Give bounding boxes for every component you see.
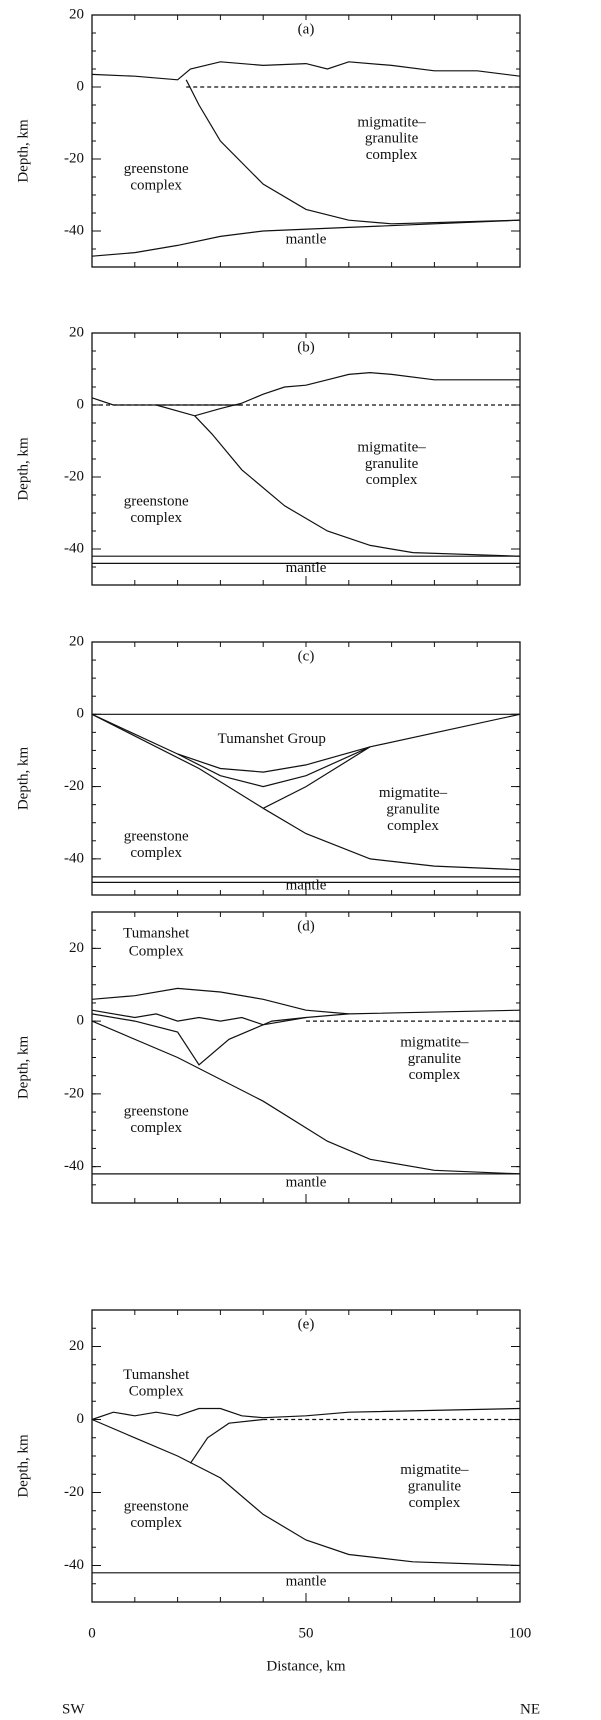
boundary-line bbox=[186, 80, 520, 224]
region-label: complex bbox=[409, 1067, 461, 1083]
panel-label: (c) bbox=[298, 648, 315, 664]
x-tick-label: 0 bbox=[88, 1625, 96, 1641]
y-tick-label: -40 bbox=[64, 222, 84, 238]
x-tick-label: 100 bbox=[509, 1625, 532, 1641]
boundary-line bbox=[92, 714, 370, 808]
boundary-line bbox=[92, 1409, 520, 1420]
region-label: greenstone bbox=[124, 494, 189, 510]
region-label: greenstone bbox=[124, 161, 189, 177]
y-tick-label: 20 bbox=[69, 940, 84, 956]
y-tick-label: -20 bbox=[64, 468, 84, 484]
region-label: complex bbox=[130, 510, 182, 526]
ne-label: NE bbox=[520, 1701, 540, 1717]
y-tick-label: 20 bbox=[69, 633, 84, 649]
region-label: Complex bbox=[129, 1384, 184, 1400]
region-label: migmatite– bbox=[357, 440, 426, 456]
y-tick-label: 0 bbox=[77, 1411, 85, 1427]
panel-label: (e) bbox=[298, 1316, 315, 1332]
y-tick-label: 0 bbox=[77, 396, 85, 412]
y-tick-label: -20 bbox=[64, 150, 84, 166]
plot-frame bbox=[92, 1310, 520, 1602]
region-label: granulite bbox=[408, 1051, 462, 1067]
region-label: complex bbox=[366, 472, 418, 488]
y-tick-label: 0 bbox=[77, 78, 85, 94]
region-label: granulite bbox=[365, 131, 419, 147]
y-axis-label: Depth, km bbox=[15, 1036, 31, 1100]
boundary-line bbox=[92, 62, 520, 80]
region-label: Tumanshet bbox=[123, 925, 190, 941]
sw-label: SW bbox=[62, 1701, 85, 1717]
region-label: migmatite– bbox=[400, 1462, 469, 1478]
y-tick-label: -40 bbox=[64, 1557, 84, 1573]
y-tick-label: -20 bbox=[64, 1085, 84, 1101]
y-axis-label: Depth, km bbox=[15, 437, 31, 501]
y-tick-label: -40 bbox=[64, 540, 84, 556]
region-label: migmatite– bbox=[357, 114, 426, 130]
y-tick-label: 0 bbox=[77, 706, 85, 722]
region-label: migmatite– bbox=[379, 785, 448, 801]
region-label: Tumanshet bbox=[123, 1367, 190, 1383]
boundary-line bbox=[190, 1420, 263, 1464]
region-label: complex bbox=[387, 818, 439, 834]
y-tick-label: 0 bbox=[77, 1013, 85, 1029]
y-tick-label: -20 bbox=[64, 778, 84, 794]
y-tick-label: -40 bbox=[64, 1158, 84, 1174]
region-label: complex bbox=[130, 177, 182, 193]
region-label: Tumanshet Group bbox=[218, 731, 326, 747]
boundary-line bbox=[92, 1014, 306, 1065]
y-axis-label: Depth, km bbox=[15, 747, 31, 811]
y-tick-label: 20 bbox=[69, 324, 84, 340]
region-label: greenstone bbox=[124, 1104, 189, 1120]
region-label: mantle bbox=[286, 1573, 327, 1589]
y-tick-label: -20 bbox=[64, 1484, 84, 1500]
boundary-line bbox=[178, 747, 371, 787]
region-label: mantle bbox=[286, 560, 327, 576]
y-axis-label: Depth, km bbox=[15, 119, 31, 183]
region-label: complex bbox=[409, 1495, 461, 1511]
region-label: complex bbox=[130, 1515, 182, 1531]
y-tick-label: -40 bbox=[64, 850, 84, 866]
plot-frame bbox=[92, 333, 520, 585]
region-label: migmatite– bbox=[400, 1034, 469, 1050]
region-label: complex bbox=[366, 147, 418, 163]
y-tick-label: 20 bbox=[69, 1338, 84, 1354]
region-label: Complex bbox=[129, 943, 184, 959]
region-label: granulite bbox=[365, 456, 419, 472]
panel-label: (b) bbox=[297, 339, 315, 355]
region-label: mantle bbox=[286, 877, 327, 893]
region-label: greenstone bbox=[124, 829, 189, 845]
boundary-line bbox=[92, 1010, 349, 1025]
panel-label: (d) bbox=[297, 918, 315, 934]
y-tick-label: 20 bbox=[69, 6, 84, 22]
boundary-line bbox=[92, 988, 520, 1014]
region-label: mantle bbox=[286, 1174, 327, 1190]
region-label: complex bbox=[130, 1120, 182, 1136]
region-label: greenstone bbox=[124, 1499, 189, 1515]
region-label: mantle bbox=[286, 231, 327, 247]
y-axis-label: Depth, km bbox=[15, 1434, 31, 1498]
region-label: complex bbox=[130, 845, 182, 861]
region-label: granulite bbox=[386, 802, 440, 818]
region-label: granulite bbox=[408, 1478, 462, 1494]
boundary-line bbox=[195, 416, 520, 556]
panel-label: (a) bbox=[298, 21, 315, 37]
x-axis-label: Distance, km bbox=[266, 1658, 345, 1674]
x-tick-label: 50 bbox=[299, 1625, 314, 1641]
figure: 200-20-40Depth, km(a)migmatite–granulite… bbox=[0, 0, 601, 1720]
boundary-line bbox=[92, 373, 520, 416]
